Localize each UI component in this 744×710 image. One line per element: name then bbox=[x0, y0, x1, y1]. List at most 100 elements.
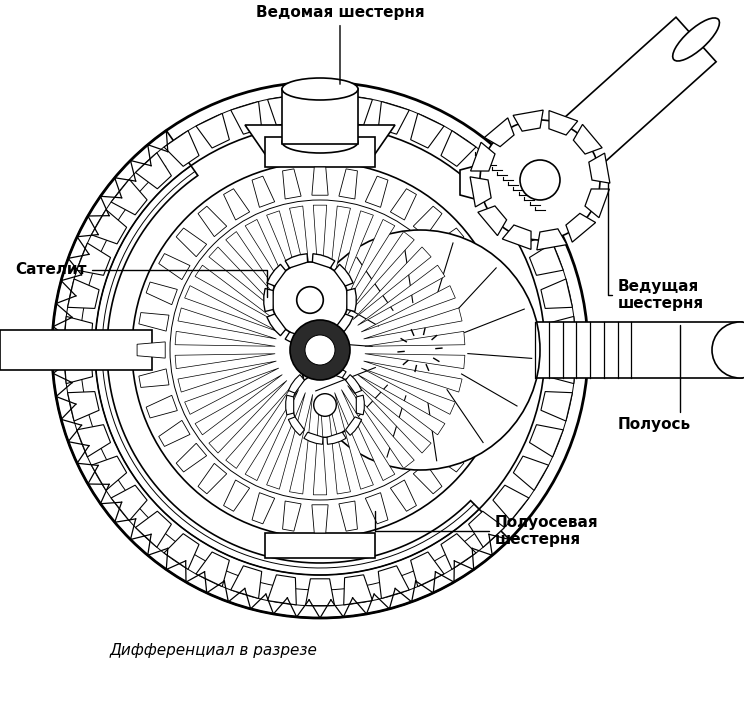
Circle shape bbox=[314, 393, 336, 416]
Polygon shape bbox=[450, 420, 481, 447]
Circle shape bbox=[170, 200, 470, 500]
Polygon shape bbox=[252, 493, 275, 524]
Polygon shape bbox=[391, 480, 417, 511]
Polygon shape bbox=[475, 342, 503, 358]
Polygon shape bbox=[231, 566, 262, 599]
Polygon shape bbox=[312, 505, 328, 533]
FancyBboxPatch shape bbox=[265, 137, 375, 167]
Polygon shape bbox=[365, 493, 388, 524]
Polygon shape bbox=[198, 206, 227, 236]
Polygon shape bbox=[361, 368, 455, 415]
Polygon shape bbox=[137, 342, 165, 358]
Polygon shape bbox=[304, 432, 323, 444]
Polygon shape bbox=[111, 485, 147, 520]
Polygon shape bbox=[178, 361, 276, 392]
Circle shape bbox=[297, 287, 324, 313]
Polygon shape bbox=[433, 228, 464, 257]
Circle shape bbox=[292, 373, 357, 437]
Polygon shape bbox=[223, 189, 250, 220]
Polygon shape bbox=[327, 432, 346, 444]
Polygon shape bbox=[327, 394, 350, 494]
Polygon shape bbox=[268, 95, 296, 125]
Polygon shape bbox=[306, 94, 335, 121]
Polygon shape bbox=[185, 368, 279, 415]
Polygon shape bbox=[433, 443, 464, 472]
Polygon shape bbox=[513, 456, 548, 491]
Polygon shape bbox=[198, 464, 227, 494]
Polygon shape bbox=[164, 131, 199, 166]
Polygon shape bbox=[463, 395, 494, 418]
Polygon shape bbox=[356, 395, 365, 415]
Polygon shape bbox=[306, 579, 335, 606]
Polygon shape bbox=[267, 264, 286, 286]
Polygon shape bbox=[364, 361, 462, 392]
Polygon shape bbox=[413, 464, 442, 494]
Polygon shape bbox=[158, 253, 190, 280]
Polygon shape bbox=[139, 312, 169, 331]
Polygon shape bbox=[245, 125, 395, 154]
Circle shape bbox=[300, 230, 540, 470]
Polygon shape bbox=[77, 243, 111, 275]
Ellipse shape bbox=[282, 131, 358, 153]
Polygon shape bbox=[548, 317, 576, 345]
Polygon shape bbox=[286, 395, 294, 415]
Polygon shape bbox=[441, 131, 476, 166]
Polygon shape bbox=[365, 332, 465, 346]
Polygon shape bbox=[513, 110, 543, 131]
Ellipse shape bbox=[282, 78, 358, 100]
Polygon shape bbox=[541, 391, 572, 421]
Circle shape bbox=[290, 320, 350, 380]
Polygon shape bbox=[135, 153, 171, 189]
Polygon shape bbox=[478, 206, 507, 236]
Polygon shape bbox=[158, 420, 190, 447]
Polygon shape bbox=[264, 288, 273, 312]
Polygon shape bbox=[347, 386, 414, 469]
Polygon shape bbox=[195, 375, 282, 435]
Polygon shape bbox=[353, 381, 431, 453]
Polygon shape bbox=[566, 214, 596, 242]
Polygon shape bbox=[209, 247, 287, 320]
Polygon shape bbox=[175, 332, 275, 346]
Polygon shape bbox=[285, 332, 307, 346]
Polygon shape bbox=[549, 111, 577, 135]
Polygon shape bbox=[209, 381, 287, 453]
Polygon shape bbox=[334, 264, 353, 286]
Polygon shape bbox=[196, 114, 229, 148]
Polygon shape bbox=[365, 176, 388, 207]
Polygon shape bbox=[335, 211, 373, 307]
Polygon shape bbox=[378, 566, 409, 599]
Polygon shape bbox=[358, 375, 445, 435]
Polygon shape bbox=[267, 314, 286, 336]
Polygon shape bbox=[346, 375, 362, 393]
FancyBboxPatch shape bbox=[265, 533, 375, 558]
Polygon shape bbox=[471, 142, 495, 171]
FancyBboxPatch shape bbox=[0, 330, 152, 370]
Polygon shape bbox=[176, 443, 207, 472]
Polygon shape bbox=[289, 375, 304, 393]
Polygon shape bbox=[246, 390, 298, 481]
Polygon shape bbox=[225, 386, 292, 469]
Polygon shape bbox=[471, 369, 501, 388]
Polygon shape bbox=[176, 228, 207, 257]
Polygon shape bbox=[344, 95, 373, 125]
Polygon shape bbox=[312, 167, 328, 195]
Polygon shape bbox=[231, 102, 262, 134]
Polygon shape bbox=[537, 229, 567, 250]
Polygon shape bbox=[463, 282, 494, 305]
Polygon shape bbox=[196, 552, 229, 586]
Polygon shape bbox=[347, 288, 356, 312]
Polygon shape bbox=[520, 17, 716, 202]
Polygon shape bbox=[146, 282, 177, 305]
Polygon shape bbox=[289, 394, 312, 494]
Polygon shape bbox=[327, 206, 350, 305]
Polygon shape bbox=[164, 534, 199, 569]
Circle shape bbox=[712, 322, 744, 378]
Polygon shape bbox=[92, 209, 126, 244]
Ellipse shape bbox=[673, 18, 719, 61]
Polygon shape bbox=[530, 243, 563, 275]
Polygon shape bbox=[225, 231, 292, 315]
Polygon shape bbox=[541, 279, 572, 308]
Circle shape bbox=[520, 160, 560, 200]
Polygon shape bbox=[335, 393, 373, 489]
Polygon shape bbox=[589, 153, 610, 183]
